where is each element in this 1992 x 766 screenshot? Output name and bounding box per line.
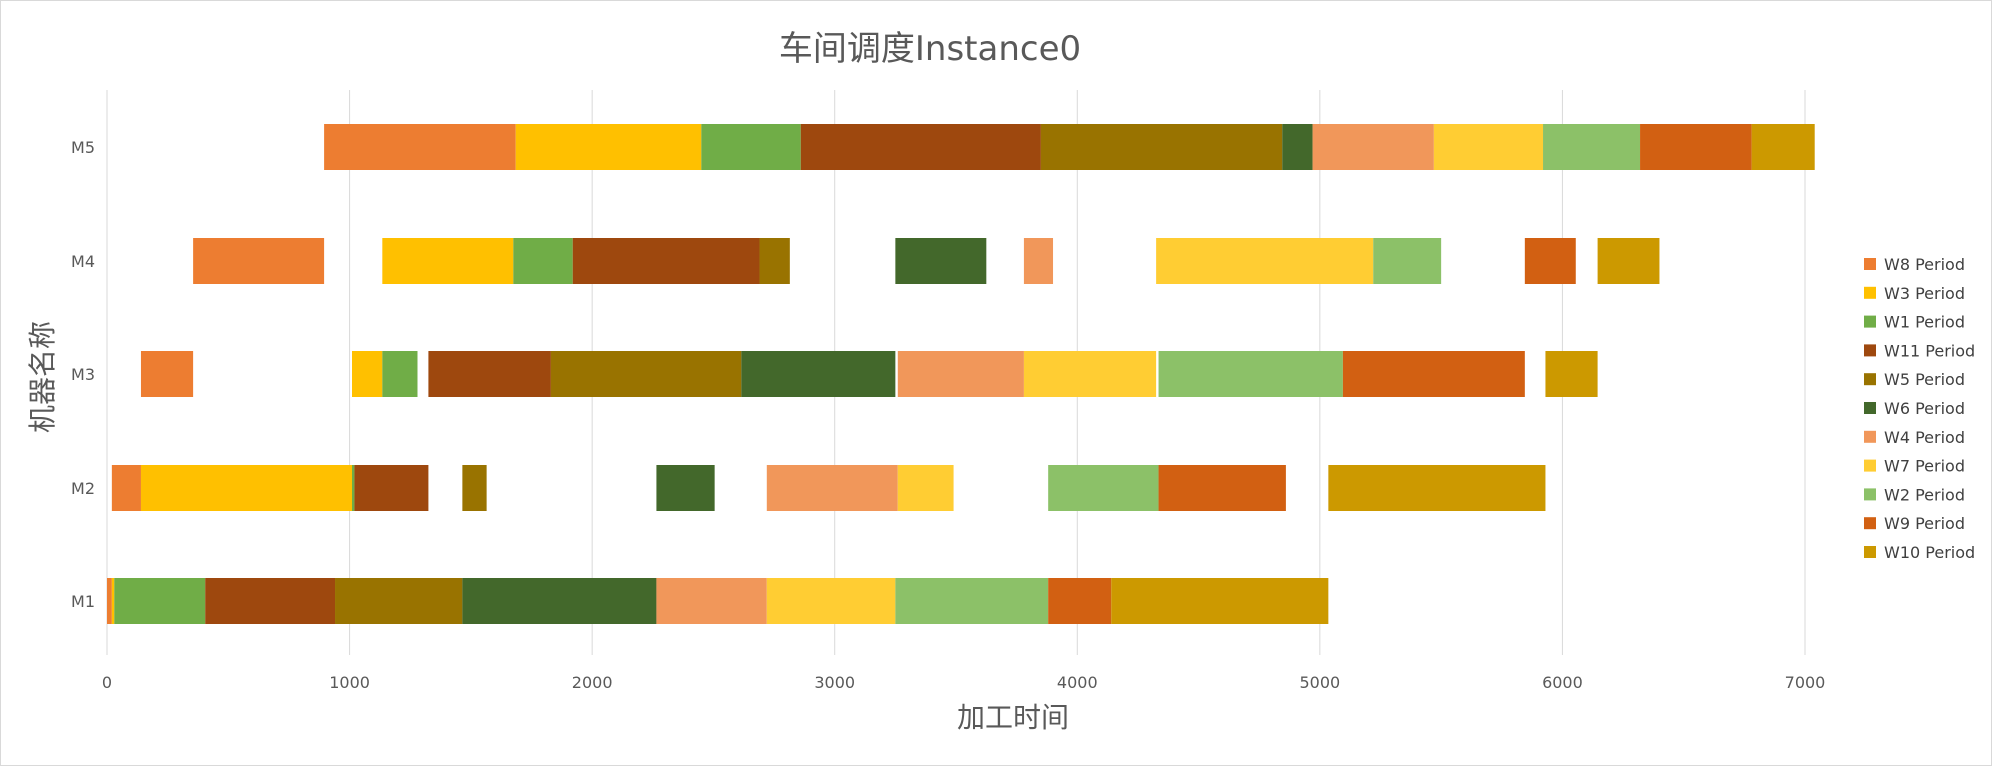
bar-w6-m5 [1282, 124, 1313, 170]
bar-w10-m2 [1328, 465, 1546, 511]
legend-label-w8: W8 Period [1884, 255, 1965, 274]
bar-w5-m5 [1040, 124, 1283, 170]
x-tick-label: 4000 [1057, 673, 1098, 692]
bar-w8-m5 [324, 124, 516, 170]
x-tick-label: 5000 [1299, 673, 1340, 692]
legend-label-w5: W5 Period [1884, 370, 1965, 389]
legend-swatch-w2 [1864, 488, 1876, 501]
bar-w10-m5 [1751, 124, 1815, 170]
bar-w5-m2 [462, 465, 487, 511]
bar-w1-m4 [513, 238, 573, 284]
y-tick-label-m5: M5 [71, 138, 95, 157]
legend-label-w6: W6 Period [1884, 399, 1965, 418]
bar-w1-m2 [351, 465, 355, 511]
bar-w11-m4 [572, 238, 760, 284]
bar-w1-m3 [382, 351, 418, 397]
tick-labels: 0 1000 2000 3000 4000 5000 6000 7000 M1 M2 M3 M4 M5 [71, 138, 1825, 692]
x-axis-title: 加工时间 [957, 701, 1069, 734]
legend-swatch-w10 [1864, 546, 1876, 558]
x-tick-label: 0 [102, 673, 112, 692]
bar-w4-m3 [897, 351, 1024, 397]
y-tick-label-m3: M3 [71, 365, 95, 384]
bar-w10-m4 [1597, 238, 1660, 284]
bar-w3-m1 [111, 578, 115, 624]
bar-w7-m5 [1433, 124, 1544, 170]
legend-label-w11: W11 Period [1884, 341, 1975, 360]
x-tick-label: 2000 [572, 673, 613, 692]
legend-label-w3: W3 Period [1884, 284, 1965, 303]
y-tick-label-m2: M2 [71, 479, 95, 498]
legend-swatch-w1 [1864, 315, 1876, 328]
bar-w5-m3 [550, 351, 742, 397]
bar-w2-m5 [1543, 124, 1641, 170]
bar-w9-m5 [1640, 124, 1752, 170]
bar-w4-m4 [1023, 238, 1054, 284]
chart-title: 车间调度Instance0 [779, 29, 1081, 69]
bar-w3-m5 [515, 124, 702, 170]
legend-swatch-w7 [1864, 459, 1876, 472]
bar-w8-m4 [193, 238, 325, 284]
bar-w5-m4 [759, 238, 790, 284]
legend-label-w4: W4 Period [1884, 428, 1965, 447]
bar-w9-m2 [1158, 465, 1286, 511]
bar-w8-m2 [111, 465, 141, 511]
bar-w6-m1 [462, 578, 657, 624]
bar-w5-m1 [335, 578, 463, 624]
bar-w2-m3 [1158, 351, 1343, 397]
bar-w2-m4 [1373, 238, 1442, 284]
bar-w6-m4 [895, 238, 987, 284]
y-tick-label-m4: M4 [71, 252, 95, 271]
bar-w4-m1 [656, 578, 767, 624]
x-tick-label: 6000 [1542, 673, 1583, 692]
bar-w3-m4 [382, 238, 514, 284]
bar-w7-m4 [1156, 238, 1374, 284]
bars [107, 124, 1815, 624]
bar-w8-m1 [107, 578, 112, 624]
bar-w9-m1 [1048, 578, 1112, 624]
legend-swatch-w8 [1864, 258, 1876, 270]
bar-w3-m3 [351, 351, 383, 397]
bar-w11-m3 [428, 351, 551, 397]
bar-w1-m1 [114, 578, 206, 624]
bar-w7-m2 [897, 465, 954, 511]
bar-w4-m2 [766, 465, 898, 511]
bar-w9-m4 [1524, 238, 1576, 284]
bar-w2-m2 [1048, 465, 1159, 511]
x-tick-label: 1000 [329, 673, 370, 692]
bar-w10-m1 [1111, 578, 1329, 624]
legend-swatch-w5 [1864, 373, 1876, 386]
y-tick-label-m1: M1 [71, 592, 95, 611]
legend-swatch-w4 [1864, 430, 1876, 443]
legend-label-w7: W7 Period [1884, 457, 1965, 476]
bar-w7-m3 [1023, 351, 1157, 397]
legend-swatch-w9 [1864, 517, 1876, 530]
legend-label-w2: W2 Period [1884, 485, 1965, 504]
bar-w6-m3 [741, 351, 896, 397]
bar-w8-m3 [140, 351, 194, 397]
bar-w11-m1 [205, 578, 336, 624]
legend-label-w1: W1 Period [1884, 313, 1965, 332]
legend-swatch-w3 [1864, 286, 1876, 299]
legend-label-w10: W10 Period [1884, 543, 1975, 562]
x-tick-label: 7000 [1785, 673, 1826, 692]
bar-w3-m2 [140, 465, 352, 511]
bar-w7-m1 [766, 578, 896, 624]
legend-swatch-w11 [1864, 344, 1876, 357]
bar-w11-m5 [800, 124, 1041, 170]
bar-w11-m2 [354, 465, 429, 511]
bar-w4-m5 [1312, 124, 1434, 170]
bar-w2-m1 [895, 578, 1049, 624]
x-tick-label: 3000 [814, 673, 855, 692]
bar-w6-m2 [656, 465, 715, 511]
legend-swatch-w6 [1864, 402, 1876, 414]
bar-w10-m3 [1545, 351, 1598, 397]
y-axis-title: 机器名称 [26, 321, 59, 433]
bar-w9-m3 [1342, 351, 1525, 397]
bar-w1-m5 [701, 124, 801, 170]
legend-label-w9: W9 Period [1884, 514, 1965, 533]
legend: W8 Period W3 Period W1 Period W11 Period W5 … [1864, 255, 1975, 562]
